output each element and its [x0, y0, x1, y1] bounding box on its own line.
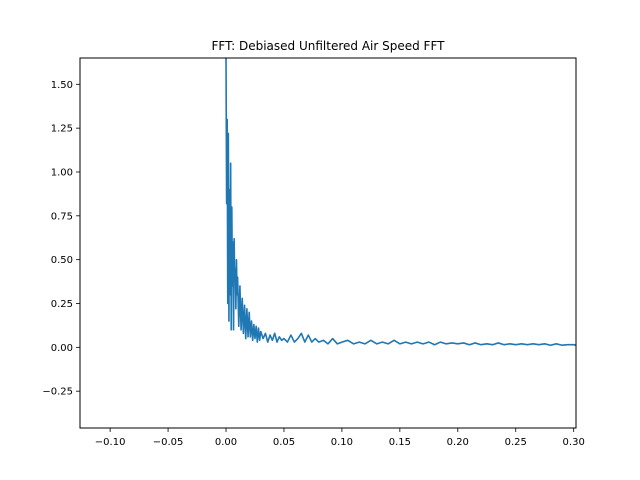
x-tick-label: −0.10 — [95, 437, 126, 448]
chart-title: FFT: Debiased Unfiltered Air Speed FFT — [212, 39, 446, 53]
y-axis: −0.25 0.00 0.25 0.50 0.75 1.00 1.25 1.50 — [42, 80, 80, 398]
x-tick-label: 0.15 — [389, 437, 411, 448]
x-axis: −0.10 −0.05 0.00 0.05 0.10 0.15 0.20 0.25 0.30 — [95, 428, 585, 448]
y-tick-label: 1.00 — [51, 167, 73, 178]
y-tick-label: −0.25 — [42, 387, 73, 398]
x-tick-label: 0.00 — [215, 437, 237, 448]
y-tick-label: 0.50 — [51, 255, 73, 266]
y-tick-label: 0.25 — [51, 299, 73, 310]
y-tick-label: 1.25 — [51, 124, 73, 135]
x-tick-label: 0.30 — [563, 437, 585, 448]
x-tick-label: 0.05 — [273, 437, 295, 448]
x-tick-label: 0.10 — [331, 437, 353, 448]
y-tick-label: 1.50 — [51, 80, 73, 91]
x-tick-label: −0.05 — [153, 437, 184, 448]
y-tick-label: 0.00 — [51, 343, 73, 354]
series-line-0 — [225, 58, 576, 347]
x-tick-label: 0.20 — [447, 437, 469, 448]
y-tick-label: 0.75 — [51, 211, 73, 222]
x-tick-label: 0.25 — [505, 437, 527, 448]
series-layer — [225, 58, 576, 347]
plot-frame — [79, 57, 577, 429]
